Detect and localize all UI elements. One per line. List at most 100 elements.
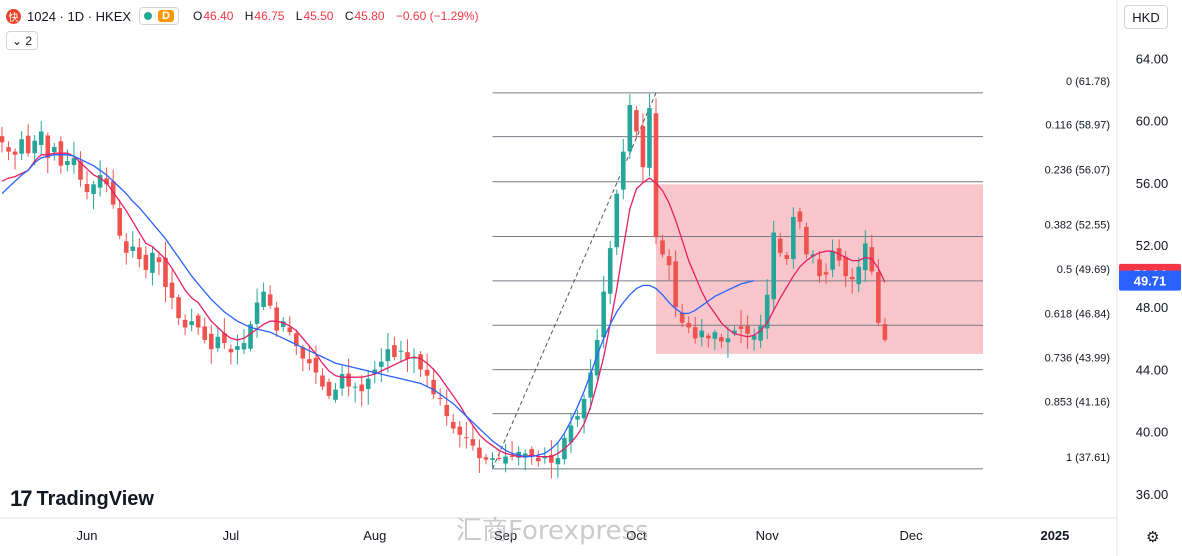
price-tick-label: 44.00	[1136, 362, 1169, 377]
candle-body	[555, 458, 561, 465]
candle-body	[235, 346, 240, 350]
price-tag-label: 49.71	[1134, 274, 1167, 289]
candle-body	[84, 183, 90, 193]
candle-body	[137, 247, 142, 259]
price-tick-label: 36.00	[1136, 487, 1169, 502]
candle-body	[477, 447, 482, 459]
candle-body	[483, 457, 489, 460]
candle-body	[104, 178, 109, 185]
candle-body	[437, 398, 443, 400]
candle-body	[719, 337, 724, 342]
candle-body	[725, 338, 731, 343]
candle-body	[333, 389, 338, 400]
candle-body	[352, 386, 358, 388]
candle-body	[287, 327, 293, 333]
candle-body	[163, 257, 168, 287]
candle-body	[195, 315, 201, 328]
fib-level-label: 0.618 (46.84)	[1045, 308, 1110, 320]
watermark: 汇商Forexpress	[456, 516, 649, 546]
candle-body	[640, 126, 646, 168]
time-axis[interactable]: JunJulAugSepOctNovDec2025Feb	[77, 528, 1182, 543]
candle-body	[876, 272, 881, 323]
low-value: 45.50	[303, 9, 334, 23]
candle-body	[849, 276, 855, 280]
time-tick-label: Aug	[363, 528, 386, 543]
price-axis[interactable]: 64.00 60.00 56.00 52.00 48.00 44.00 40.00 36.00	[1136, 51, 1169, 502]
candle-body	[405, 352, 410, 359]
candle-body	[660, 240, 665, 255]
candle-body	[254, 302, 260, 324]
open-value: 46.40	[203, 9, 234, 23]
candle-body	[169, 282, 175, 298]
market-open-dot-icon	[144, 12, 153, 20]
open-key: O	[193, 9, 203, 23]
candle-body	[372, 369, 378, 374]
candle-body	[346, 373, 351, 387]
candle-body	[123, 241, 129, 253]
fib-level-label: 0.5 (49.69)	[1057, 264, 1110, 276]
candle-body	[208, 333, 214, 350]
candle-body	[627, 105, 633, 152]
candle-body	[581, 399, 587, 419]
candle-body	[424, 369, 430, 376]
candle-body	[65, 161, 70, 166]
candle-body	[215, 336, 221, 349]
candle-body	[692, 327, 698, 339]
ohlc-values: O46.40 H46.75 L45.50 C45.80 −0.60 (−1.29…	[193, 9, 487, 23]
close-value: 45.80	[354, 9, 385, 23]
candle-body	[470, 439, 476, 446]
candle-body	[738, 326, 744, 329]
candle-body	[594, 339, 600, 376]
fib-level-label: 0.853 (41.16)	[1045, 397, 1110, 409]
candle-body	[313, 357, 319, 373]
candle-body	[529, 449, 535, 455]
fib-level-label: 0.736 (43.99)	[1045, 353, 1110, 365]
candle-body	[294, 333, 299, 347]
candle-body	[549, 454, 554, 463]
candle-body	[575, 416, 580, 420]
close-key: C	[344, 9, 354, 23]
candle-body	[359, 384, 364, 392]
symbol-title[interactable]: 1024 · 1D · HKEX	[27, 8, 132, 24]
candle-body	[300, 347, 306, 359]
market-status-pill[interactable]: D	[139, 7, 179, 25]
price-tick-label: 40.00	[1136, 425, 1169, 440]
candle-body	[817, 259, 822, 277]
tradingview-logo[interactable]: 17 TradingView	[10, 486, 154, 512]
candle-body	[503, 456, 508, 464]
candle-body	[830, 251, 835, 270]
currency-button[interactable]: HKD	[1124, 5, 1168, 29]
candle-body	[0, 136, 5, 143]
candle-body	[156, 257, 162, 263]
candle-body	[398, 350, 404, 352]
candle-body	[392, 345, 397, 357]
candle-body	[823, 272, 829, 275]
candle-body	[784, 254, 790, 259]
time-tick-label: Oct	[626, 528, 647, 543]
candle-body	[777, 238, 783, 253]
candles-layer	[0, 93, 888, 479]
low-key: L	[295, 9, 303, 23]
time-tick-label: Jul	[223, 528, 240, 543]
gear-icon[interactable]: ⚙	[1146, 529, 1160, 546]
time-tick-label: 2025	[1040, 528, 1069, 543]
candle-body	[261, 291, 266, 307]
candle-body	[248, 324, 253, 349]
candle-body	[673, 261, 678, 308]
candle-body	[202, 326, 208, 340]
candle-body	[712, 332, 718, 339]
chart-header: 快 1024 · 1D · HKEX D O46.40 H46.75 L45.5…	[0, 0, 1168, 50]
indicators-toggle-button[interactable]: ⌄ 2	[6, 31, 39, 50]
candle-body	[535, 457, 541, 462]
candle-body	[758, 325, 763, 341]
candle-body	[274, 307, 279, 331]
candle-body	[182, 319, 188, 328]
price-tick-label: 60.00	[1136, 114, 1169, 129]
candle-body	[25, 135, 31, 154]
candle-body	[222, 333, 227, 343]
candle-body	[379, 361, 384, 367]
symbol-legend[interactable]: 快 1024 · 1D · HKEX D O46.40 H46.75 L45.5…	[6, 7, 487, 25]
candle-body	[751, 335, 757, 340]
candle-body	[856, 266, 862, 285]
